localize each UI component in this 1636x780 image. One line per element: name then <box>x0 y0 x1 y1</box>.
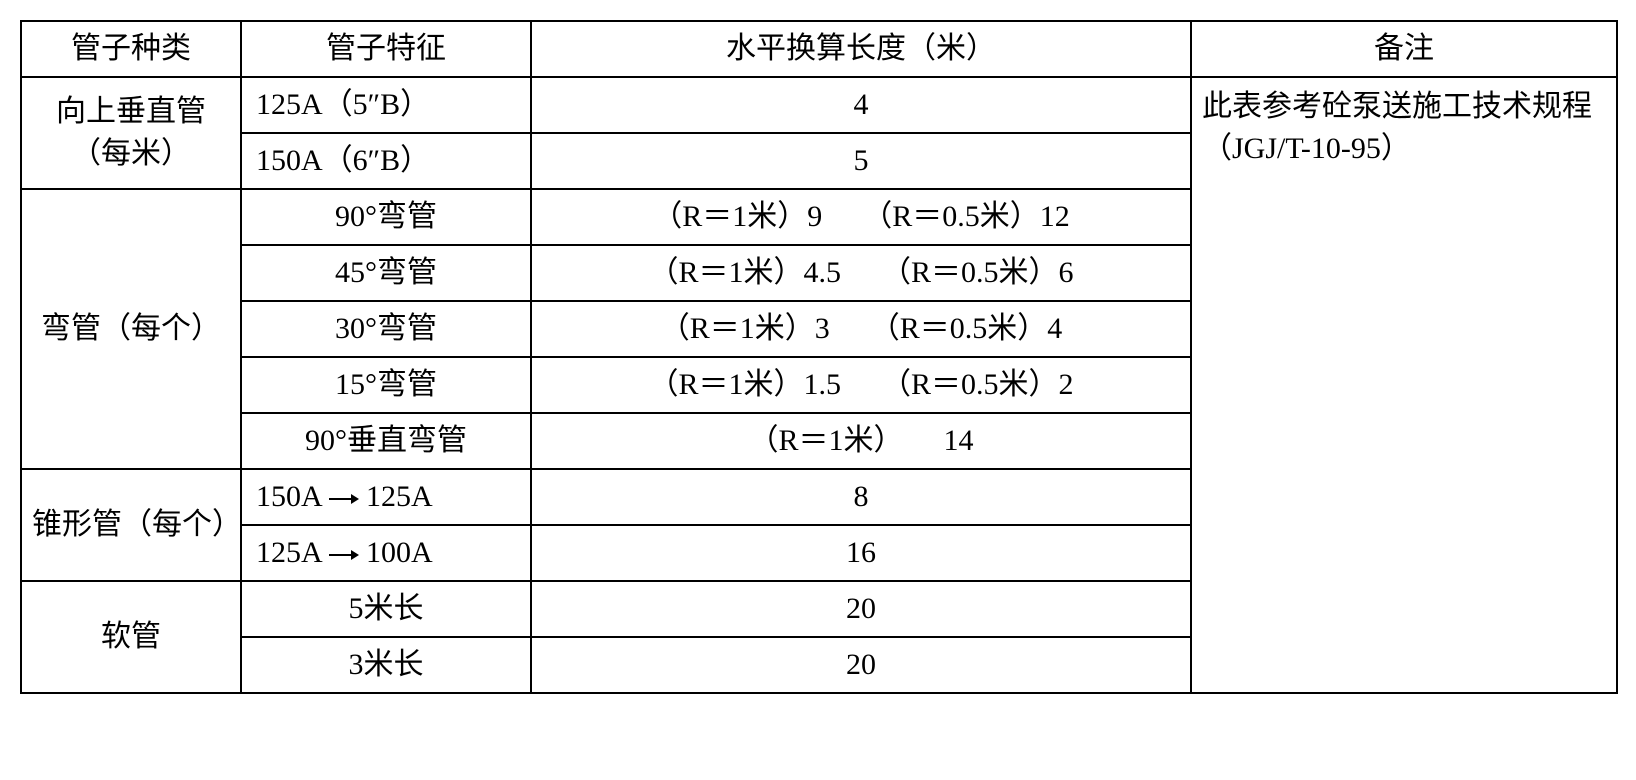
r1-value: （R＝1米）4.5 <box>648 252 841 294</box>
cell-value: 20 <box>531 637 1191 693</box>
cell-feature: 90°垂直弯管 <box>241 413 531 469</box>
cone-to: 100A <box>366 536 433 569</box>
cell-feature: 45°弯管 <box>241 245 531 301</box>
header-pipe-feature: 管子特征 <box>241 21 531 77</box>
r1-value: （R＝1米） <box>748 420 903 462</box>
header-horiz-length: 水平换算长度（米） <box>531 21 1191 77</box>
r05-value: （R＝0.5米）6 <box>881 252 1074 294</box>
arrow-right-icon <box>329 492 359 506</box>
cell-feature: 30°弯管 <box>241 301 531 357</box>
group-vertical-up: 向上垂直管（每米） <box>21 77 241 189</box>
pipe-conversion-table: 管子种类 管子特征 水平换算长度（米） 备注 向上垂直管（每米） 125A（5″… <box>20 20 1618 694</box>
cell-value: 20 <box>531 581 1191 637</box>
r05-value: （R＝0.5米）2 <box>881 364 1074 406</box>
remarks-cell: 此表参考砼泵送施工技术规程（JGJ/T-10-95） <box>1191 77 1617 693</box>
cell-value: 8 <box>531 469 1191 525</box>
cell-value: 5 <box>531 133 1191 189</box>
cell-feature: 3米长 <box>241 637 531 693</box>
cell-value: （R＝1米）4.5 （R＝0.5米）6 <box>531 245 1191 301</box>
cell-feature: 150A 125A <box>241 469 531 525</box>
header-pipe-type: 管子种类 <box>21 21 241 77</box>
cell-value: （R＝1米） 14 <box>531 413 1191 469</box>
group-hose: 软管 <box>21 581 241 693</box>
header-remarks: 备注 <box>1191 21 1617 77</box>
table-header-row: 管子种类 管子特征 水平换算长度（米） 备注 <box>21 21 1617 77</box>
cell-value: 4 <box>531 77 1191 133</box>
r1-value: （R＝1米）1.5 <box>648 364 841 406</box>
cell-feature: 90°弯管 <box>241 189 531 245</box>
cone-to: 125A <box>366 480 433 513</box>
r1-value: （R＝1米）3 <box>660 308 830 350</box>
cell-feature: 125A 100A <box>241 525 531 581</box>
cell-feature: 15°弯管 <box>241 357 531 413</box>
cell-value: （R＝1米）9 （R＝0.5米）12 <box>531 189 1191 245</box>
r1-value: （R＝1米）9 <box>652 196 822 238</box>
r05-value: （R＝0.5米）4 <box>870 308 1063 350</box>
cell-feature: 125A（5″B） <box>241 77 531 133</box>
arrow-right-icon <box>329 548 359 562</box>
cone-from: 125A <box>256 536 321 569</box>
cell-feature: 5米长 <box>241 581 531 637</box>
cell-value: （R＝1米）3 （R＝0.5米）4 <box>531 301 1191 357</box>
cell-feature: 150A（6″B） <box>241 133 531 189</box>
group-cone: 锥形管（每个） <box>21 469 241 581</box>
cell-value: 16 <box>531 525 1191 581</box>
cell-value: （R＝1米）1.5 （R＝0.5米）2 <box>531 357 1191 413</box>
r05-value: （R＝0.5米）12 <box>862 196 1070 238</box>
group-bend: 弯管（每个） <box>21 189 241 469</box>
r-single-value: 14 <box>944 420 974 462</box>
cone-from: 150A <box>256 480 321 513</box>
table-row: 向上垂直管（每米） 125A（5″B） 4 此表参考砼泵送施工技术规程（JGJ/… <box>21 77 1617 133</box>
